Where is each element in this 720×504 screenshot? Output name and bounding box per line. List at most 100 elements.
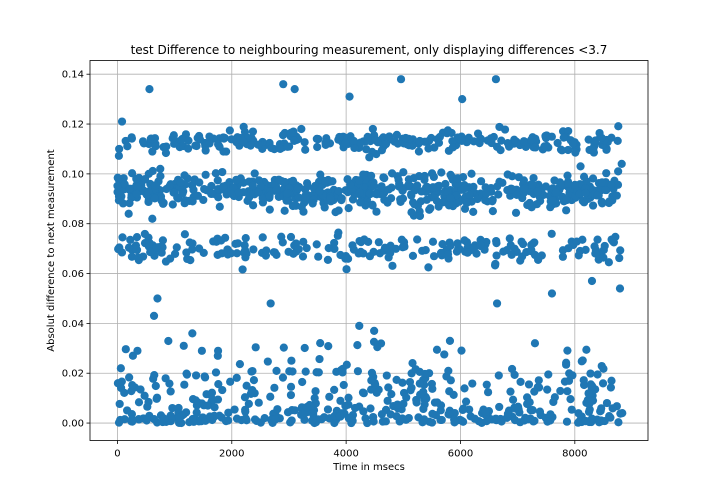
scatter-point — [217, 249, 226, 258]
scatter-point — [477, 177, 486, 186]
scatter-point — [192, 371, 201, 380]
scatter-point — [126, 235, 135, 244]
scatter-point — [193, 191, 203, 200]
scatter-point — [525, 198, 534, 208]
scatter-point — [270, 383, 279, 392]
scatter-point — [249, 245, 258, 254]
scatter-point — [562, 195, 571, 205]
scatter-point — [612, 191, 621, 200]
scatter-point — [365, 153, 374, 162]
scatter-point — [386, 410, 395, 419]
scatter-point — [611, 232, 620, 241]
scatter-point — [164, 336, 173, 346]
scatter-point — [413, 235, 422, 244]
scatter-point — [301, 367, 310, 376]
scatter-point — [366, 404, 375, 413]
scatter-point — [458, 95, 467, 104]
scatter-point — [367, 171, 376, 180]
scatter-point — [562, 417, 572, 426]
scatter-point — [598, 379, 608, 388]
scatter-point — [334, 187, 343, 196]
scatter-point — [302, 402, 311, 412]
scatter-point — [508, 395, 518, 404]
scatter-point — [597, 178, 607, 187]
scatter-point — [341, 401, 350, 411]
scatter-point — [491, 75, 501, 84]
scatter-point — [218, 385, 227, 395]
scatter-point — [584, 407, 594, 416]
scatter-point — [482, 380, 491, 389]
scatter-point — [597, 404, 606, 413]
scatter-point — [324, 244, 333, 253]
scatter-point — [168, 200, 177, 209]
scatter-point — [254, 140, 263, 149]
scatter-point — [437, 415, 446, 425]
scatter-point — [286, 128, 296, 137]
data-points — [113, 75, 627, 428]
scatter-point — [421, 246, 430, 255]
scatter-point — [528, 180, 537, 190]
scatter-point — [435, 132, 444, 142]
scatter-point — [265, 191, 274, 200]
scatter-point — [563, 145, 573, 155]
scatter-point — [614, 167, 623, 176]
scatter-point — [182, 370, 192, 379]
scatter-point — [460, 384, 469, 393]
scatter-point — [494, 371, 503, 380]
scatter-point — [384, 383, 393, 392]
scatter-point — [182, 248, 191, 257]
scatter-point — [607, 133, 616, 142]
scatter-point — [188, 414, 197, 424]
scatter-point — [410, 200, 419, 209]
scatter-point — [468, 379, 477, 388]
scatter-point — [369, 181, 379, 190]
scatter-point — [386, 248, 395, 258]
scatter-point — [441, 179, 450, 189]
scatter-point — [420, 415, 429, 424]
scatter-point — [242, 416, 251, 425]
scatter-point — [248, 181, 257, 190]
scatter-point — [488, 206, 497, 216]
scatter-point — [520, 184, 529, 193]
scatter-point — [149, 311, 159, 321]
scatter-point — [519, 137, 529, 146]
scatter-point — [266, 392, 275, 401]
scatter-point — [175, 413, 184, 422]
scatter-point — [358, 388, 368, 397]
scatter-point — [532, 200, 541, 209]
scatter-point — [286, 232, 296, 242]
scatter-point — [144, 197, 153, 207]
scatter-point — [226, 377, 235, 386]
scatter-point — [562, 206, 571, 215]
scatter-point — [599, 253, 608, 262]
scatter-point — [525, 398, 534, 407]
scatter-point — [393, 139, 402, 148]
scatter-point — [461, 397, 471, 406]
scatter-point — [246, 141, 255, 150]
scatter-point — [132, 174, 141, 183]
scatter-point — [481, 196, 490, 205]
scatter-point — [517, 237, 526, 246]
scatter-point — [559, 133, 568, 142]
scatter-point — [424, 263, 433, 272]
scatter-point — [350, 403, 360, 413]
scatter-point — [399, 168, 408, 177]
scatter-point — [132, 233, 142, 242]
scatter-point — [342, 265, 351, 274]
scatter-point — [588, 201, 598, 210]
scatter-point — [465, 405, 474, 414]
scatter-point — [113, 181, 122, 190]
scatter-point — [408, 359, 417, 368]
scatter-point — [496, 146, 505, 155]
scatter-point — [428, 409, 437, 418]
scatter-point — [133, 253, 143, 262]
scatter-point — [143, 402, 152, 411]
scatter-point — [367, 376, 376, 385]
scatter-point — [564, 244, 573, 253]
scatter-point — [273, 405, 282, 414]
scatter-point — [481, 407, 490, 416]
y-tick-label: 0.08 — [62, 219, 84, 230]
scatter-point — [207, 189, 216, 199]
scatter-point — [605, 197, 614, 206]
scatter-point — [465, 190, 474, 199]
